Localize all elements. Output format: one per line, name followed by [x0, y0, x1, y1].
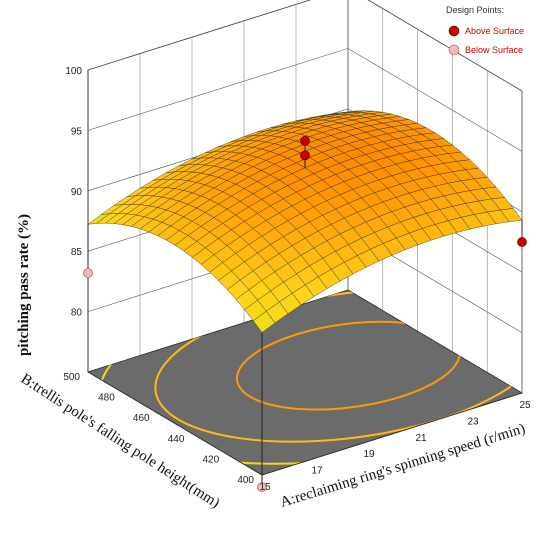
- z-tick-label: 85: [71, 247, 83, 258]
- axis-ticks: 80 85 90 95 100 15 17 19 21 23 25 400 420 440 460 480 50…: [63, 66, 531, 493]
- z-tick-label: 90: [71, 187, 83, 198]
- response-surface: [87, 110, 523, 333]
- x-tick-label: 17: [311, 466, 323, 477]
- z-tick-label: 80: [71, 308, 83, 319]
- y-axis-line: [87, 371, 263, 476]
- design-point-above: [300, 136, 310, 146]
- z-tick-label: 100: [65, 66, 82, 77]
- contour-line: [235, 320, 461, 411]
- design-points: [83, 136, 527, 492]
- z-gridline: [87, 0, 523, 92]
- design-point-below: [257, 482, 267, 492]
- x-tick-label: 15: [259, 482, 271, 493]
- x-tick-label: 21: [415, 433, 427, 444]
- x-axis-line: [261, 392, 523, 476]
- design-point-above: [300, 150, 310, 161]
- surface-cell: [253, 310, 276, 333]
- y-tick-label: 420: [203, 454, 220, 465]
- y-tick-label: 400: [237, 475, 254, 486]
- legend-label-above: Above Surface: [465, 26, 524, 36]
- x-tick-label: 25: [519, 400, 531, 411]
- legend-marker-above: [448, 25, 460, 37]
- x-tick-label: 19: [363, 449, 375, 460]
- z-axis-title: pitching pass rate (%): [16, 214, 32, 356]
- y-tick-label: 480: [98, 393, 115, 404]
- legend-label-below: Below Surface: [465, 45, 523, 55]
- x-tick-label: 23: [467, 416, 479, 427]
- legend-marker-below: [448, 44, 460, 56]
- z-tick-label: 95: [71, 126, 83, 137]
- y-tick-label: 460: [133, 413, 150, 424]
- legend: Design Points: Above Surface Below Surfa…: [446, 5, 524, 56]
- y-tick-label: 500: [63, 372, 80, 383]
- y-tick-label: 440: [168, 434, 185, 445]
- design-point-below: [83, 268, 93, 278]
- front-edges: [87, 371, 523, 476]
- legend-title: Design Points:: [446, 5, 504, 15]
- design-point-above: [517, 237, 527, 247]
